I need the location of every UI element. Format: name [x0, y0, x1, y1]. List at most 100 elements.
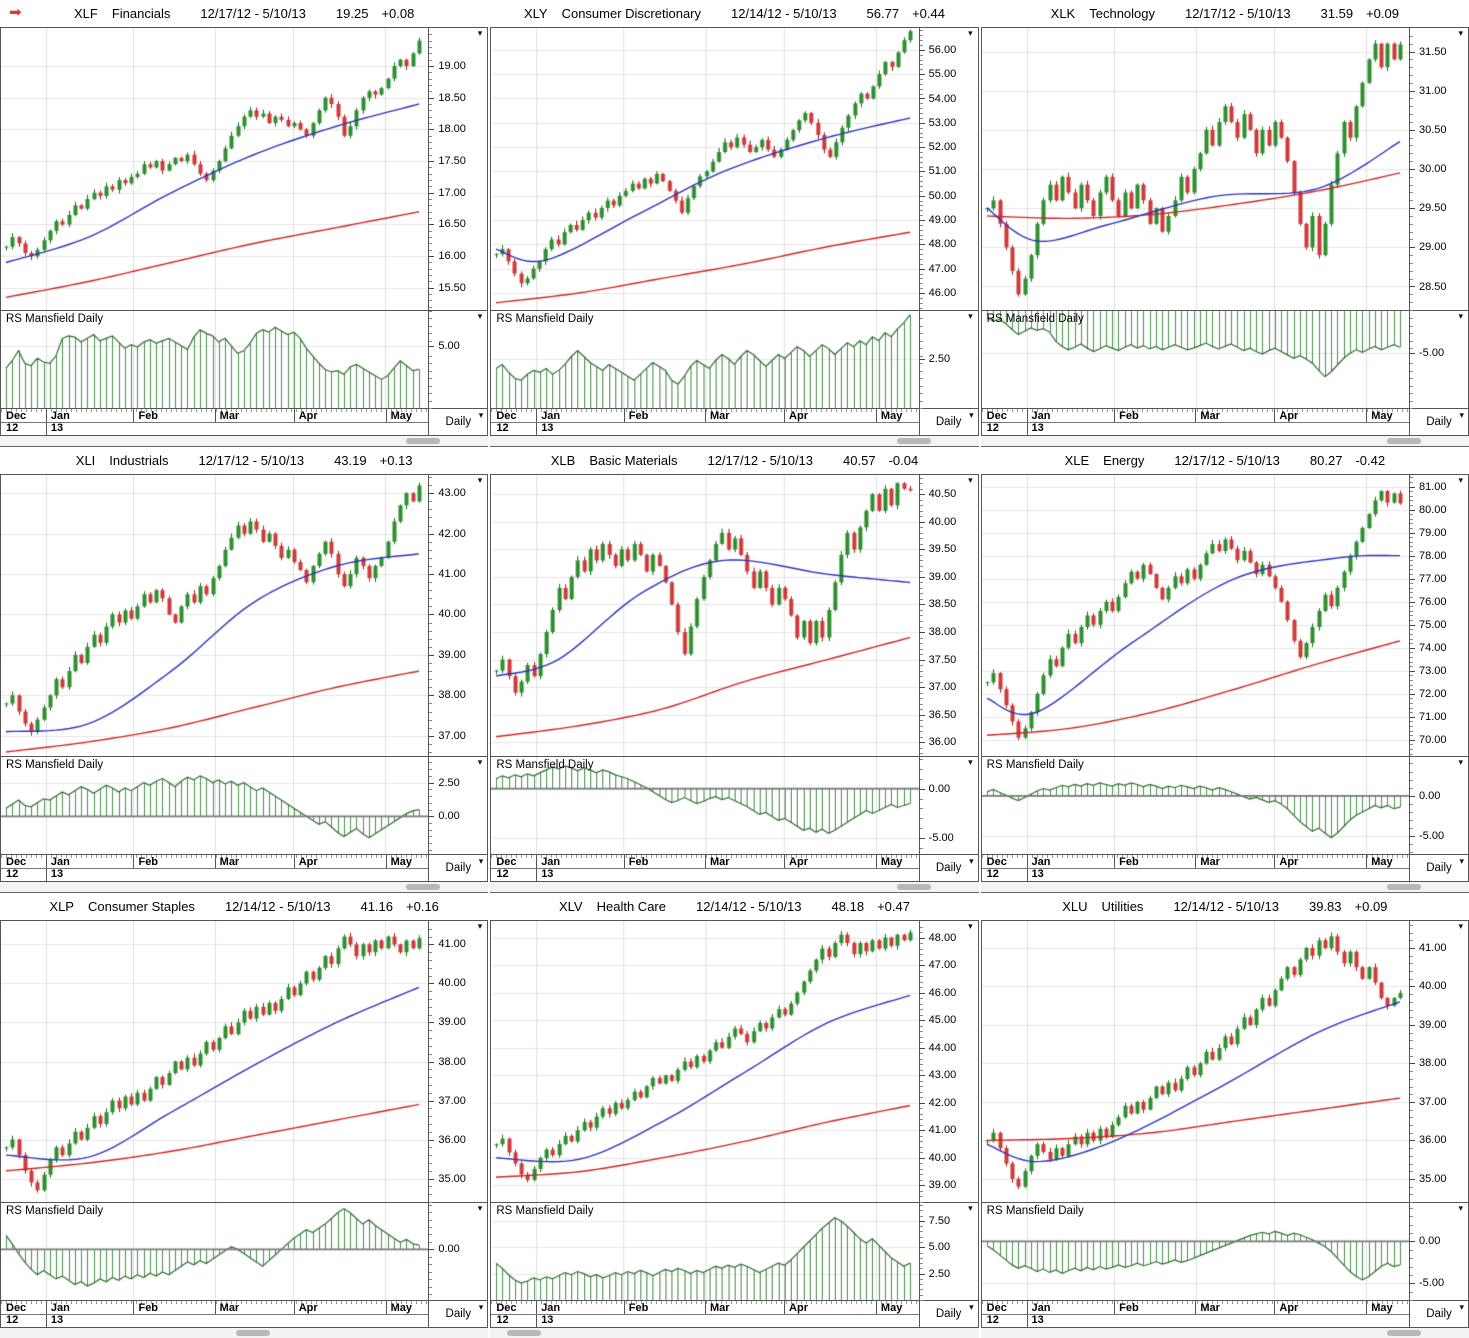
scrollbar-thumb[interactable]	[896, 438, 931, 444]
horizontal-scrollbar[interactable]	[490, 1328, 979, 1338]
indicator-axis[interactable]: ▾ 0.00 -5.00	[918, 757, 978, 854]
indicator-label: RS Mansfield Daily	[6, 1205, 104, 1217]
scrollbar-thumb[interactable]	[896, 884, 931, 890]
chevron-down-icon[interactable]: ▾	[477, 28, 483, 38]
rs-mansfield-chart[interactable]: RS Mansfield Daily	[491, 1203, 919, 1300]
horizontal-scrollbar[interactable]	[490, 436, 979, 446]
price-axis[interactable]: ▾ 19.00 18.50 18.00 17.50 17.00 16.50 16.00 15.…	[428, 28, 488, 310]
chevron-down-icon[interactable]: ▾	[968, 475, 973, 485]
chevron-down-icon[interactable]: ▾	[1458, 28, 1463, 38]
year-label: 13	[541, 868, 554, 880]
scrollbar-thumb[interactable]	[506, 1330, 541, 1336]
price-chart[interactable]	[491, 921, 919, 1202]
horizontal-scrollbar[interactable]	[980, 436, 1469, 446]
price-chart[interactable]	[1, 921, 429, 1202]
price-axis[interactable]: ▾ 41.00 40.00 39.00 38.00 37.00 36.00 35.00	[428, 921, 488, 1203]
horizontal-scrollbar[interactable]	[0, 1328, 489, 1338]
rs-mansfield-chart[interactable]: RS Mansfield Daily	[981, 311, 1409, 408]
chevron-down-icon[interactable]: ▾	[968, 921, 973, 931]
timeframe-selector[interactable]: Daily ▾	[428, 409, 487, 435]
rs-mansfield-chart[interactable]: RS Mansfield Daily	[491, 311, 919, 408]
rs-mansfield-chart[interactable]: RS Mansfield Daily	[1, 757, 429, 854]
chevron-down-icon[interactable]: ▾	[477, 311, 483, 321]
chevron-down-icon[interactable]: ▾	[477, 475, 483, 485]
chevron-down-icon[interactable]: ▾	[969, 410, 974, 420]
timeframe-selector[interactable]: Daily ▾	[428, 855, 487, 881]
axis-tick	[429, 655, 435, 656]
rs-mansfield-chart[interactable]: RS Mansfield Daily	[981, 757, 1409, 854]
chevron-down-icon[interactable]: ▾	[478, 1302, 484, 1312]
timeframe-selector[interactable]: Daily ▾	[918, 855, 978, 881]
indicator-axis[interactable]: ▾ -5.00	[1409, 311, 1468, 409]
indicator-axis[interactable]: ▾ 7.50 5.00 2.50	[918, 1203, 978, 1301]
axis-minor-tick	[1410, 735, 1413, 736]
axis-tick-label: 52.00	[928, 141, 957, 154]
scrollbar-thumb[interactable]	[406, 884, 441, 890]
price-axis[interactable]: ▾ 81.00 80.00 79.00 78.00 77.00 76.00 75.00 74.…	[1409, 475, 1468, 756]
chevron-down-icon[interactable]: ▾	[1458, 475, 1463, 485]
rs-mansfield-chart[interactable]: RS Mansfield Daily	[981, 1203, 1409, 1300]
timeframe-selector[interactable]: Daily ▾	[918, 409, 978, 435]
timeframe-selector[interactable]: Daily ▾	[1409, 1301, 1468, 1327]
price-chart[interactable]	[981, 28, 1409, 310]
price-chart[interactable]	[491, 28, 919, 310]
scrollbar-thumb[interactable]	[236, 1330, 271, 1336]
scrollbar-thumb[interactable]	[1387, 438, 1422, 444]
indicator-axis[interactable]: ▾ 0.00 -5.00	[1409, 757, 1468, 854]
indicator-axis[interactable]: ▾ 2.50 0.00	[428, 757, 488, 854]
rs-mansfield-chart[interactable]: RS Mansfield Daily	[1, 1203, 429, 1300]
indicator-axis[interactable]: ▾ 0.00 -5.00	[1409, 1203, 1468, 1301]
price-axis[interactable]: ▾ 43.00 42.00 41.00 40.00 39.00 38.00 37.00	[428, 475, 488, 756]
scrollbar-thumb[interactable]	[1387, 884, 1422, 890]
chevron-down-icon[interactable]: ▾	[1458, 1203, 1463, 1213]
price-axis[interactable]: ▾ 56.00 55.00 54.00 53.00 52.00 51.00 50.00 49.…	[918, 28, 978, 310]
scrollbar-thumb[interactable]	[406, 438, 441, 444]
chevron-down-icon[interactable]: ▾	[478, 856, 484, 866]
chevron-down-icon[interactable]: ▾	[1458, 757, 1463, 767]
chevron-down-icon[interactable]: ▾	[477, 757, 483, 767]
chevron-down-icon[interactable]: ▾	[968, 757, 973, 767]
price-axis[interactable]: ▾ 40.50 40.00 39.50 39.00 38.50 38.00 37.50 37.…	[918, 475, 978, 756]
scrollbar-thumb[interactable]	[1387, 1330, 1422, 1336]
price-chart[interactable]	[1, 28, 429, 310]
price-chart[interactable]	[1, 475, 429, 756]
chevron-down-icon[interactable]: ▾	[968, 1203, 973, 1213]
chevron-down-icon[interactable]: ▾	[478, 410, 484, 420]
horizontal-scrollbar[interactable]	[0, 436, 489, 446]
chevron-down-icon[interactable]: ▾	[1459, 856, 1464, 866]
chevron-down-icon[interactable]: ▾	[969, 856, 974, 866]
horizontal-scrollbar[interactable]	[980, 882, 1469, 892]
price-axis[interactable]: ▾ 48.00 47.00 46.00 45.00 44.00 43.00 42.00 41.…	[918, 921, 978, 1203]
chevron-down-icon[interactable]: ▾	[1459, 410, 1464, 420]
axis-minor-tick	[429, 205, 433, 206]
indicator-axis[interactable]: ▾ 0.00	[428, 1203, 488, 1300]
horizontal-scrollbar[interactable]	[980, 1328, 1469, 1338]
timeframe-selector[interactable]: Daily ▾	[1409, 409, 1468, 435]
rs-mansfield-chart[interactable]: RS Mansfield Daily	[1, 311, 429, 408]
price-chart[interactable]	[981, 921, 1409, 1202]
horizontal-scrollbar[interactable]	[0, 882, 489, 892]
timeframe-selector[interactable]: Daily ▾	[918, 1301, 978, 1327]
chevron-down-icon[interactable]: ▾	[968, 28, 973, 38]
timeframe-selector[interactable]: Daily ▾	[1409, 855, 1468, 881]
chevron-down-icon[interactable]: ▾	[1458, 921, 1463, 931]
chevron-down-icon[interactable]: ▾	[1458, 311, 1463, 321]
indicator-axis[interactable]: ▾ 2.50	[918, 311, 978, 409]
price-axis[interactable]: ▾ 41.00 40.00 39.00 38.00 37.00 36.00 35.00	[1409, 921, 1468, 1203]
chevron-down-icon[interactable]: ▾	[477, 1203, 483, 1213]
rs-mansfield-chart[interactable]: RS Mansfield Daily	[491, 757, 919, 854]
indicator-axis[interactable]: ▾ 5.00	[428, 311, 488, 409]
month-label: Feb	[628, 856, 649, 868]
axis-minor-tick	[919, 1026, 923, 1027]
chevron-down-icon[interactable]: ▾	[969, 1302, 974, 1312]
chevron-down-icon[interactable]: ▾	[477, 921, 483, 931]
price-chart[interactable]	[491, 475, 919, 756]
timeframe-selector[interactable]: Daily ▾	[428, 1301, 487, 1327]
axis-minor-tick	[1410, 698, 1413, 699]
chevron-down-icon[interactable]: ▾	[968, 311, 973, 321]
horizontal-scrollbar[interactable]	[490, 882, 979, 892]
price-axis[interactable]: ▾ 31.50 31.00 30.50 30.00 29.50 29.00 28.50	[1409, 28, 1468, 311]
price-chart[interactable]	[981, 475, 1409, 756]
chevron-down-icon[interactable]: ▾	[1459, 1302, 1464, 1312]
axis-tick	[1410, 1063, 1415, 1064]
